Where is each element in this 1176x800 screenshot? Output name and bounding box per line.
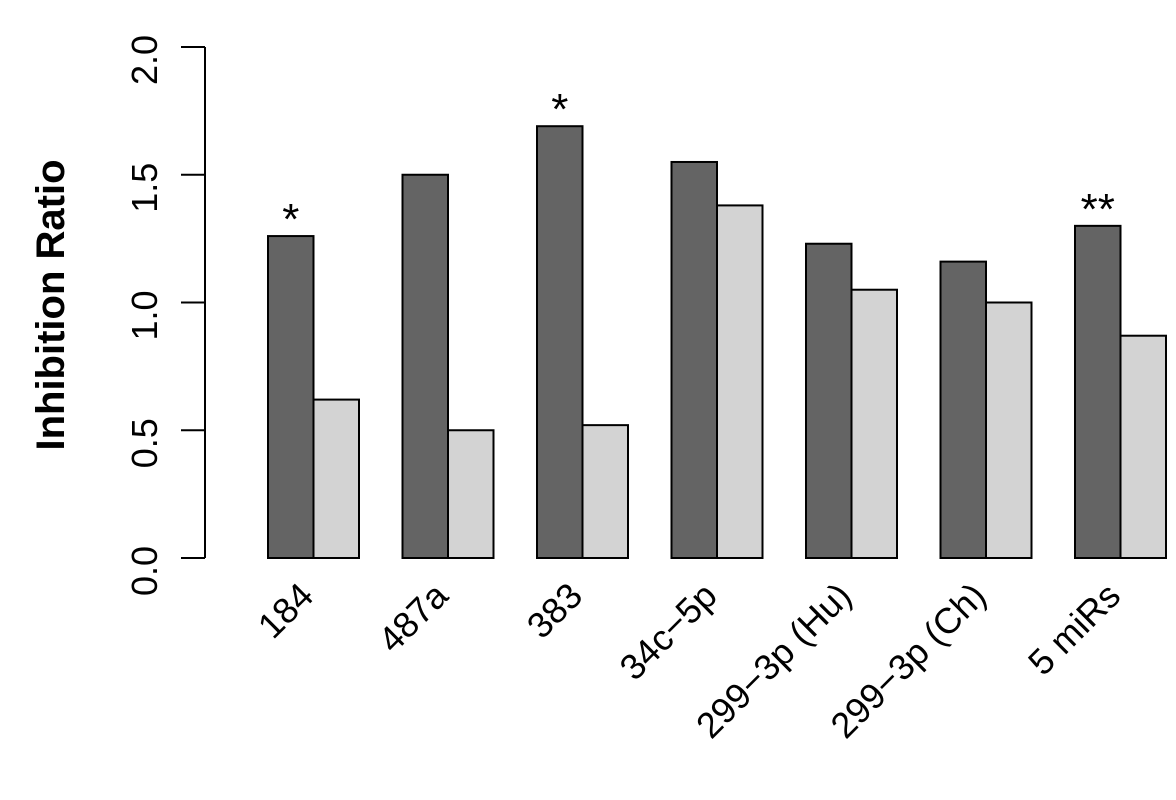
x-tick-label: 184: [250, 575, 321, 646]
significance-star: *: [551, 85, 568, 134]
bar-dark-0: [267, 235, 315, 559]
y-tick-label: 1.5: [124, 163, 165, 213]
y-tick-label: 2.0: [124, 35, 165, 85]
bar-dark-6: [1074, 224, 1122, 559]
x-tick-label: 487a: [370, 574, 456, 660]
bar-light-4: [850, 288, 898, 559]
bars: [267, 125, 1167, 560]
significance-annotations: ****: [282, 85, 1115, 244]
bar-dark-5: [939, 260, 987, 559]
x-tick-label: 5 miRs: [1020, 575, 1128, 683]
bar-dark-3: [670, 160, 718, 559]
x-tick-label: 34c−5p: [611, 575, 724, 688]
bar-dark-4: [805, 242, 853, 560]
y-tick-label: 0.0: [124, 546, 165, 596]
bar-light-1: [447, 429, 495, 559]
y-tick-label: 1.0: [124, 290, 165, 340]
bar-light-6: [1119, 334, 1167, 559]
significance-star: *: [282, 195, 299, 244]
bar-light-2: [581, 424, 629, 560]
y-axis-label: Inhibition Ratio: [29, 159, 73, 450]
bar-light-0: [312, 398, 360, 559]
x-tick-label: 383: [519, 575, 590, 646]
y-axis: 0.0 0.5 1.0 1.5 2.0: [124, 35, 206, 596]
y-tick-label: 0.5: [124, 418, 165, 468]
bar-light-3: [716, 204, 764, 559]
bar-dark-1: [401, 173, 449, 559]
bar-light-5: [985, 301, 1033, 559]
significance-star: **: [1081, 185, 1115, 234]
bar-dark-2: [536, 125, 584, 560]
